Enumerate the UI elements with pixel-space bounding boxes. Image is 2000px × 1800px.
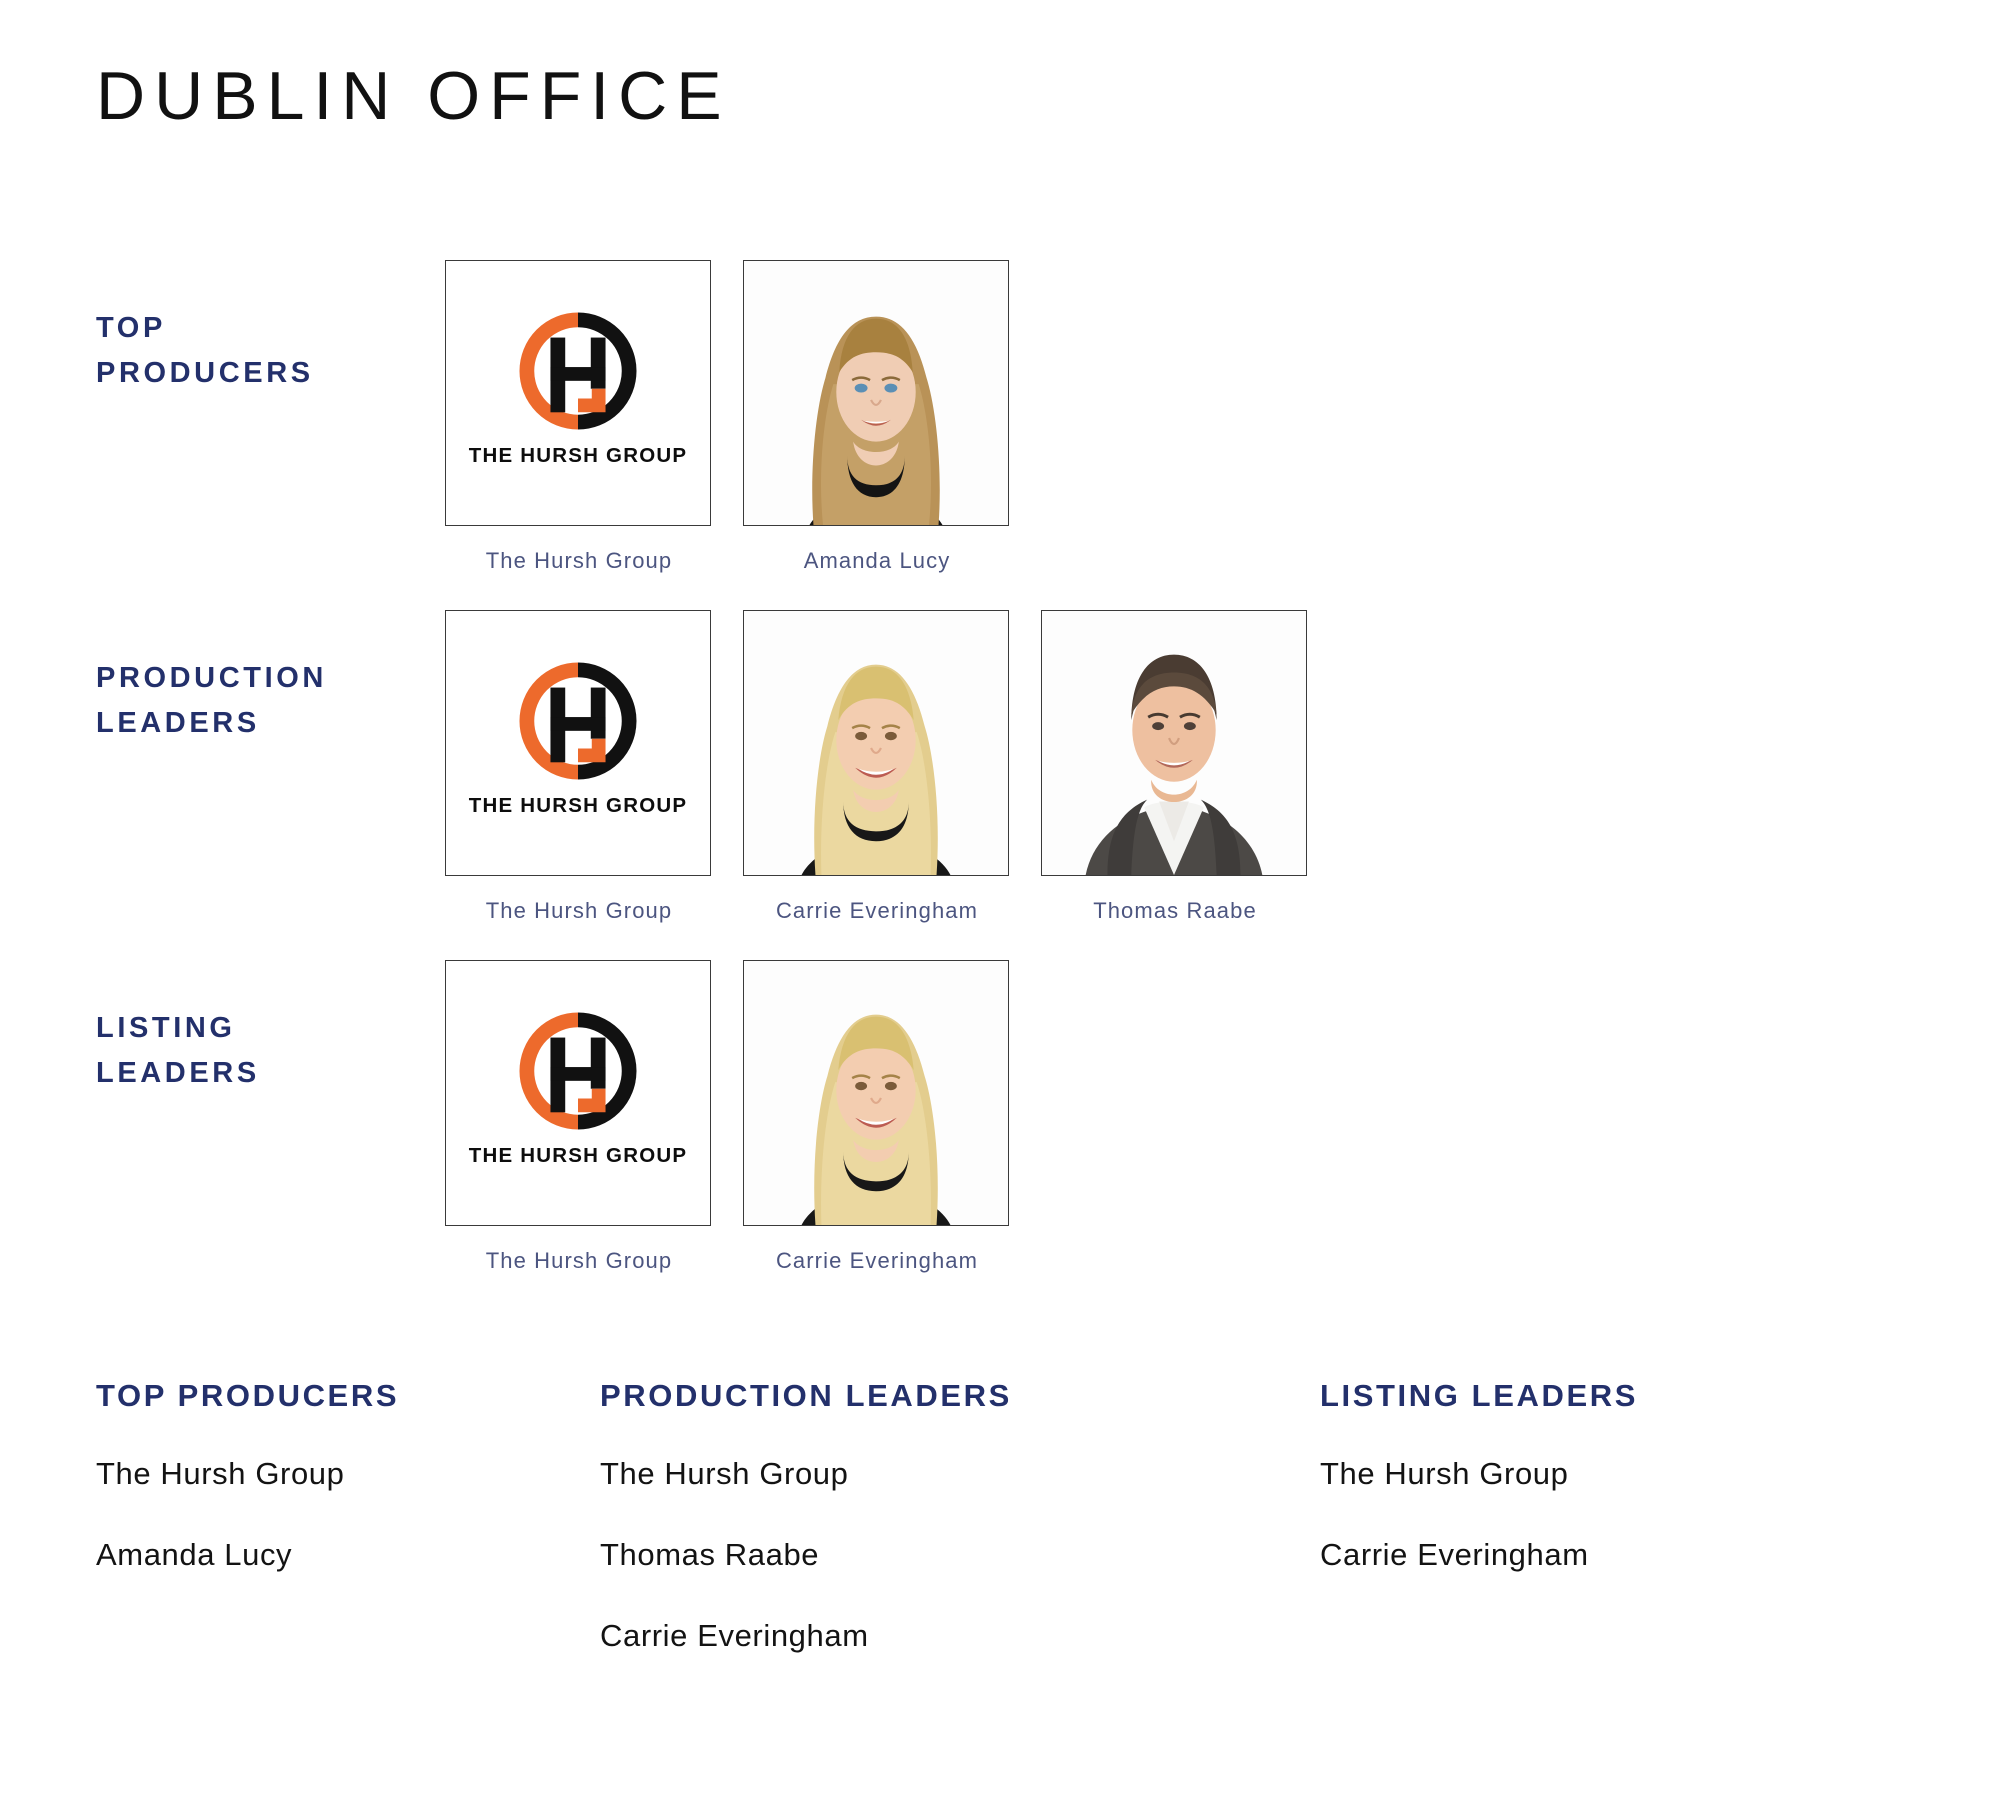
tile-cell[interactable]: Amanda Lucy — [743, 260, 1011, 574]
portrait-amanda-lucy — [744, 261, 1008, 525]
summary-heading: LISTING LEADERS — [1320, 1378, 1639, 1413]
hursh-group-logo: THE HURSH GROUP — [446, 611, 710, 875]
summary-list-item: Carrie Everingham — [600, 1618, 869, 1653]
row-tiles: THE HURSH GROUP The Hursh Group — [445, 610, 1309, 924]
summary-heading: TOP PRODUCERS — [96, 1378, 400, 1413]
hursh-circle-logo-icon — [519, 662, 637, 780]
tile-caption: Amanda Lucy — [803, 548, 951, 573]
tile-cell[interactable]: THE HURSH GROUP The Hursh Group — [445, 610, 713, 924]
summary-list-item: Thomas Raabe — [600, 1537, 820, 1572]
row-tiles: THE HURSH GROUP The Hursh Group — [445, 960, 1011, 1274]
leaderboard-grid: TOP PRODUCERS THE HURSH GROU — [0, 260, 2000, 1310]
hursh-group-logo: THE HURSH GROUP — [446, 961, 710, 1225]
summary-list-item: Carrie Everingham — [1320, 1537, 1589, 1572]
portrait-carrie-everingham — [744, 961, 1008, 1225]
tile-caption: Thomas Raabe — [1093, 898, 1257, 923]
portrait-tile-thomas-raabe[interactable] — [1041, 610, 1307, 876]
row-label-line: LISTING — [96, 1012, 236, 1044]
row-label-line: LEADERS — [96, 706, 260, 739]
row-label-production-leaders: PRODUCTION LEADERS — [96, 656, 426, 746]
row-tiles: THE HURSH GROUP The Hursh Group — [445, 260, 1011, 574]
row-label-line: PRODUCTION — [96, 662, 327, 694]
portrait-tile-amanda-lucy[interactable] — [743, 260, 1009, 526]
portrait-carrie-everingham — [744, 611, 1008, 875]
portrait-photo — [744, 261, 1008, 525]
portrait-photo — [744, 961, 1008, 1225]
portrait-photo — [744, 611, 1008, 875]
row-label-line: TOP — [96, 312, 166, 344]
summary-list-item: The Hursh Group — [96, 1456, 345, 1491]
hursh-circle-logo-icon — [519, 312, 637, 430]
summary-list-item: The Hursh Group — [1320, 1456, 1569, 1491]
summary-list-item: The Hursh Group — [600, 1456, 849, 1491]
tile-cell[interactable]: THE HURSH GROUP The Hursh Group — [445, 260, 713, 574]
tile-cell[interactable]: Carrie Everingham — [743, 960, 1011, 1274]
logo-tile[interactable]: THE HURSH GROUP — [445, 260, 711, 526]
portrait-tile-carrie-everingham[interactable] — [743, 960, 1009, 1226]
hursh-group-logo: THE HURSH GROUP — [446, 261, 710, 525]
page-title: DUBLIN OFFICE — [96, 58, 731, 134]
tile-caption: Carrie Everingham — [775, 1248, 979, 1273]
row-label-line: PRODUCERS — [96, 356, 314, 389]
logo-wordmark: THE HURSH GROUP — [468, 1144, 688, 1167]
logo-tile[interactable]: THE HURSH GROUP — [445, 610, 711, 876]
grid-row: PRODUCTION LEADERS THE HURSH — [0, 610, 2000, 960]
hursh-circle-logo-icon — [519, 1012, 637, 1130]
portrait-thomas-raabe — [1042, 611, 1306, 875]
grid-row: LISTING LEADERS THE HURSH GR — [0, 960, 2000, 1310]
row-label-listing-leaders: LISTING LEADERS — [96, 1006, 426, 1096]
summary-lists: TOP PRODUCERS The Hursh Group Amanda Luc… — [0, 1378, 2000, 1699]
logo-tile[interactable]: THE HURSH GROUP — [445, 960, 711, 1226]
portrait-photo — [1042, 611, 1306, 875]
tile-caption: The Hursh Group — [485, 548, 673, 573]
tile-caption: The Hursh Group — [485, 898, 673, 923]
portrait-tile-carrie-everingham[interactable] — [743, 610, 1009, 876]
summary-column-listing-leaders: LISTING LEADERS The Hursh Group Carrie E… — [1320, 1378, 2000, 1699]
logo-wordmark: THE HURSH GROUP — [468, 794, 688, 817]
row-label-line: LEADERS — [96, 1056, 260, 1089]
grid-row: TOP PRODUCERS THE HURSH GROU — [0, 260, 2000, 610]
tile-cell[interactable]: Carrie Everingham — [743, 610, 1011, 924]
summary-heading: PRODUCTION LEADERS — [600, 1378, 1012, 1413]
logo-wordmark: THE HURSH GROUP — [468, 444, 688, 467]
tile-caption: Carrie Everingham — [775, 898, 979, 923]
summary-column-production-leaders: PRODUCTION LEADERS The Hursh Group Thoma… — [600, 1378, 1320, 1699]
tile-cell[interactable]: THE HURSH GROUP The Hursh Group — [445, 960, 713, 1274]
tile-cell[interactable]: Thomas Raabe — [1041, 610, 1309, 924]
row-label-top-producers: TOP PRODUCERS — [96, 306, 426, 396]
tile-caption: The Hursh Group — [485, 1248, 673, 1273]
summary-list-item: Amanda Lucy — [96, 1537, 293, 1572]
summary-column-top-producers: TOP PRODUCERS The Hursh Group Amanda Luc… — [0, 1378, 600, 1699]
